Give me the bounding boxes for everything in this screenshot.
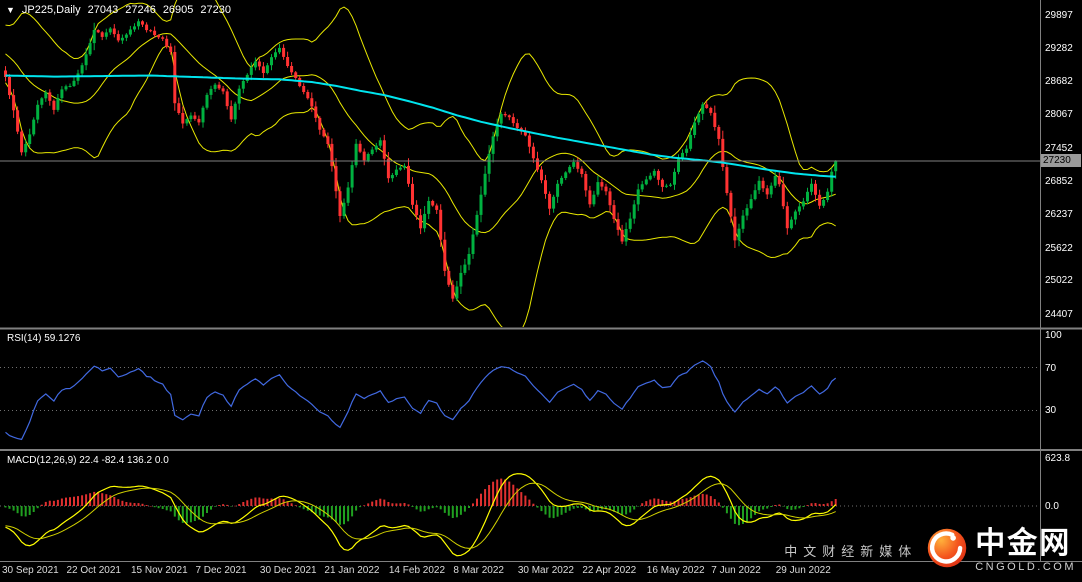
macd-axis-label: 0.0 bbox=[1045, 501, 1059, 512]
watermark-domain: CNGOLD.COM bbox=[975, 560, 1076, 573]
macd-axis-label: 623.8 bbox=[1045, 452, 1071, 464]
price-axis-label: 28682 bbox=[1045, 75, 1073, 87]
date-axis-label: 21 Jan 2022 bbox=[324, 565, 380, 576]
macd-indicator-label: MACD(12,26,9) 22.4 -82.4 136.2 0.0 bbox=[7, 455, 169, 466]
time-scale[interactable]: 30 Sep 2021 22 Oct 2021 15 Nov 2021 7 Dec 2… bbox=[0, 563, 1082, 582]
ohlc-open-value: 27043 bbox=[87, 4, 119, 16]
date-axis-label: 22 Apr 2022 bbox=[582, 565, 637, 576]
date-axis-label: 30 Sep 2021 bbox=[2, 565, 59, 576]
rsi-axis-label: 30 bbox=[1045, 405, 1057, 417]
date-axis-label: 30 Dec 2021 bbox=[259, 565, 317, 576]
price-axis-label: 29282 bbox=[1045, 43, 1073, 55]
date-axis-label: 7 Dec 2021 bbox=[195, 565, 247, 576]
chart-menu-icon[interactable]: ▼ bbox=[6, 5, 15, 15]
rsi-axis-label: 100 bbox=[1045, 330, 1062, 342]
date-axis-label: 16 May 2022 bbox=[646, 565, 705, 576]
date-axis-label: 22 Oct 2021 bbox=[66, 565, 121, 576]
date-axis-label: 30 Mar 2022 bbox=[517, 565, 574, 576]
cngold-logo-icon bbox=[926, 527, 968, 574]
ohlc-low-value: 26905 bbox=[162, 4, 194, 16]
price-axis-label: 28067 bbox=[1045, 109, 1073, 121]
price-axis-label: 27452 bbox=[1045, 142, 1073, 154]
rsi-layer bbox=[0, 360, 1040, 441]
main-chart-layer bbox=[4, 0, 838, 327]
rsi-axis-label: 70 bbox=[1045, 362, 1057, 374]
date-axis-label: 29 Jun 2022 bbox=[775, 565, 831, 576]
rsi-indicator-label: RSI(14) 59.1276 bbox=[7, 333, 81, 344]
date-axis-label: 7 Jun 2022 bbox=[711, 565, 761, 576]
symbol-timeframe-label: JP225,Daily bbox=[21, 4, 81, 16]
price-axis-label: 25622 bbox=[1045, 242, 1073, 254]
price-axis-label: 25022 bbox=[1045, 275, 1073, 287]
current-price-tag: 27230 bbox=[1041, 154, 1081, 167]
symbol-bar: ▼ JP225,Daily 27043 27246 26905 27230 bbox=[6, 4, 231, 16]
date-axis-label: 14 Feb 2022 bbox=[388, 565, 446, 576]
cngold-watermark: 中文财经新媒体 中金网 CNGOLD.COM bbox=[784, 527, 1076, 574]
price-axis-label: 26852 bbox=[1045, 175, 1073, 187]
price-axis-label: 26237 bbox=[1045, 209, 1073, 221]
date-axis-label: 15 Nov 2021 bbox=[130, 565, 188, 576]
ohlc-high-value: 27246 bbox=[125, 4, 156, 16]
ohlc-close-value: 27230 bbox=[200, 4, 231, 16]
watermark-tagline: 中文财经新媒体 bbox=[784, 544, 918, 559]
price-axis-label: 24407 bbox=[1045, 308, 1073, 320]
date-axis-label: 8 Mar 2022 bbox=[453, 565, 504, 576]
macd-layer bbox=[0, 473, 1040, 557]
watermark-brand: 中金网 bbox=[975, 526, 1072, 560]
price-axis-label: 29897 bbox=[1045, 9, 1073, 21]
